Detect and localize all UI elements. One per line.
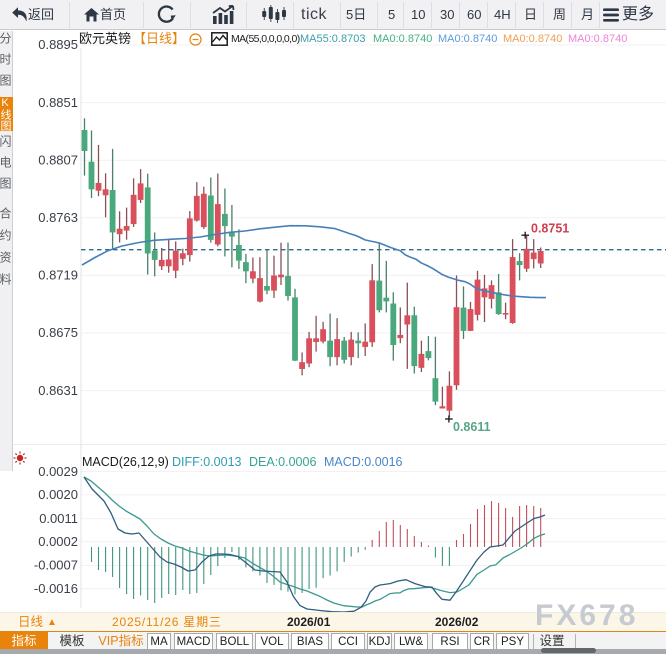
svg-text:0.8851: 0.8851 (38, 95, 78, 110)
svg-text:MACD:0.0016: MACD:0.0016 (324, 455, 403, 469)
svg-text:0.8763: 0.8763 (38, 210, 78, 225)
svg-text:0.8675: 0.8675 (38, 325, 78, 340)
svg-text:0.8807: 0.8807 (38, 152, 78, 167)
svg-text:-0.0016: -0.0016 (34, 581, 78, 596)
svg-text:0.8751: 0.8751 (531, 222, 569, 236)
svg-text:0.8611: 0.8611 (453, 420, 491, 434)
svg-text:0.0011: 0.0011 (39, 511, 78, 526)
svg-text:MACD(26,12,9): MACD(26,12,9) (82, 455, 169, 469)
svg-text:0.0002: 0.0002 (38, 534, 78, 549)
svg-text:DEA:0.0006: DEA:0.0006 (249, 455, 316, 469)
svg-text:0.0029: 0.0029 (38, 464, 78, 479)
svg-text:-0.0007: -0.0007 (34, 558, 78, 573)
svg-text:0.8631: 0.8631 (38, 383, 78, 398)
svg-text:0.8719: 0.8719 (38, 268, 78, 283)
svg-text:0.8895: 0.8895 (38, 37, 78, 52)
svg-text:DIFF:0.0013: DIFF:0.0013 (172, 455, 242, 469)
svg-text:0.0020: 0.0020 (38, 487, 78, 502)
